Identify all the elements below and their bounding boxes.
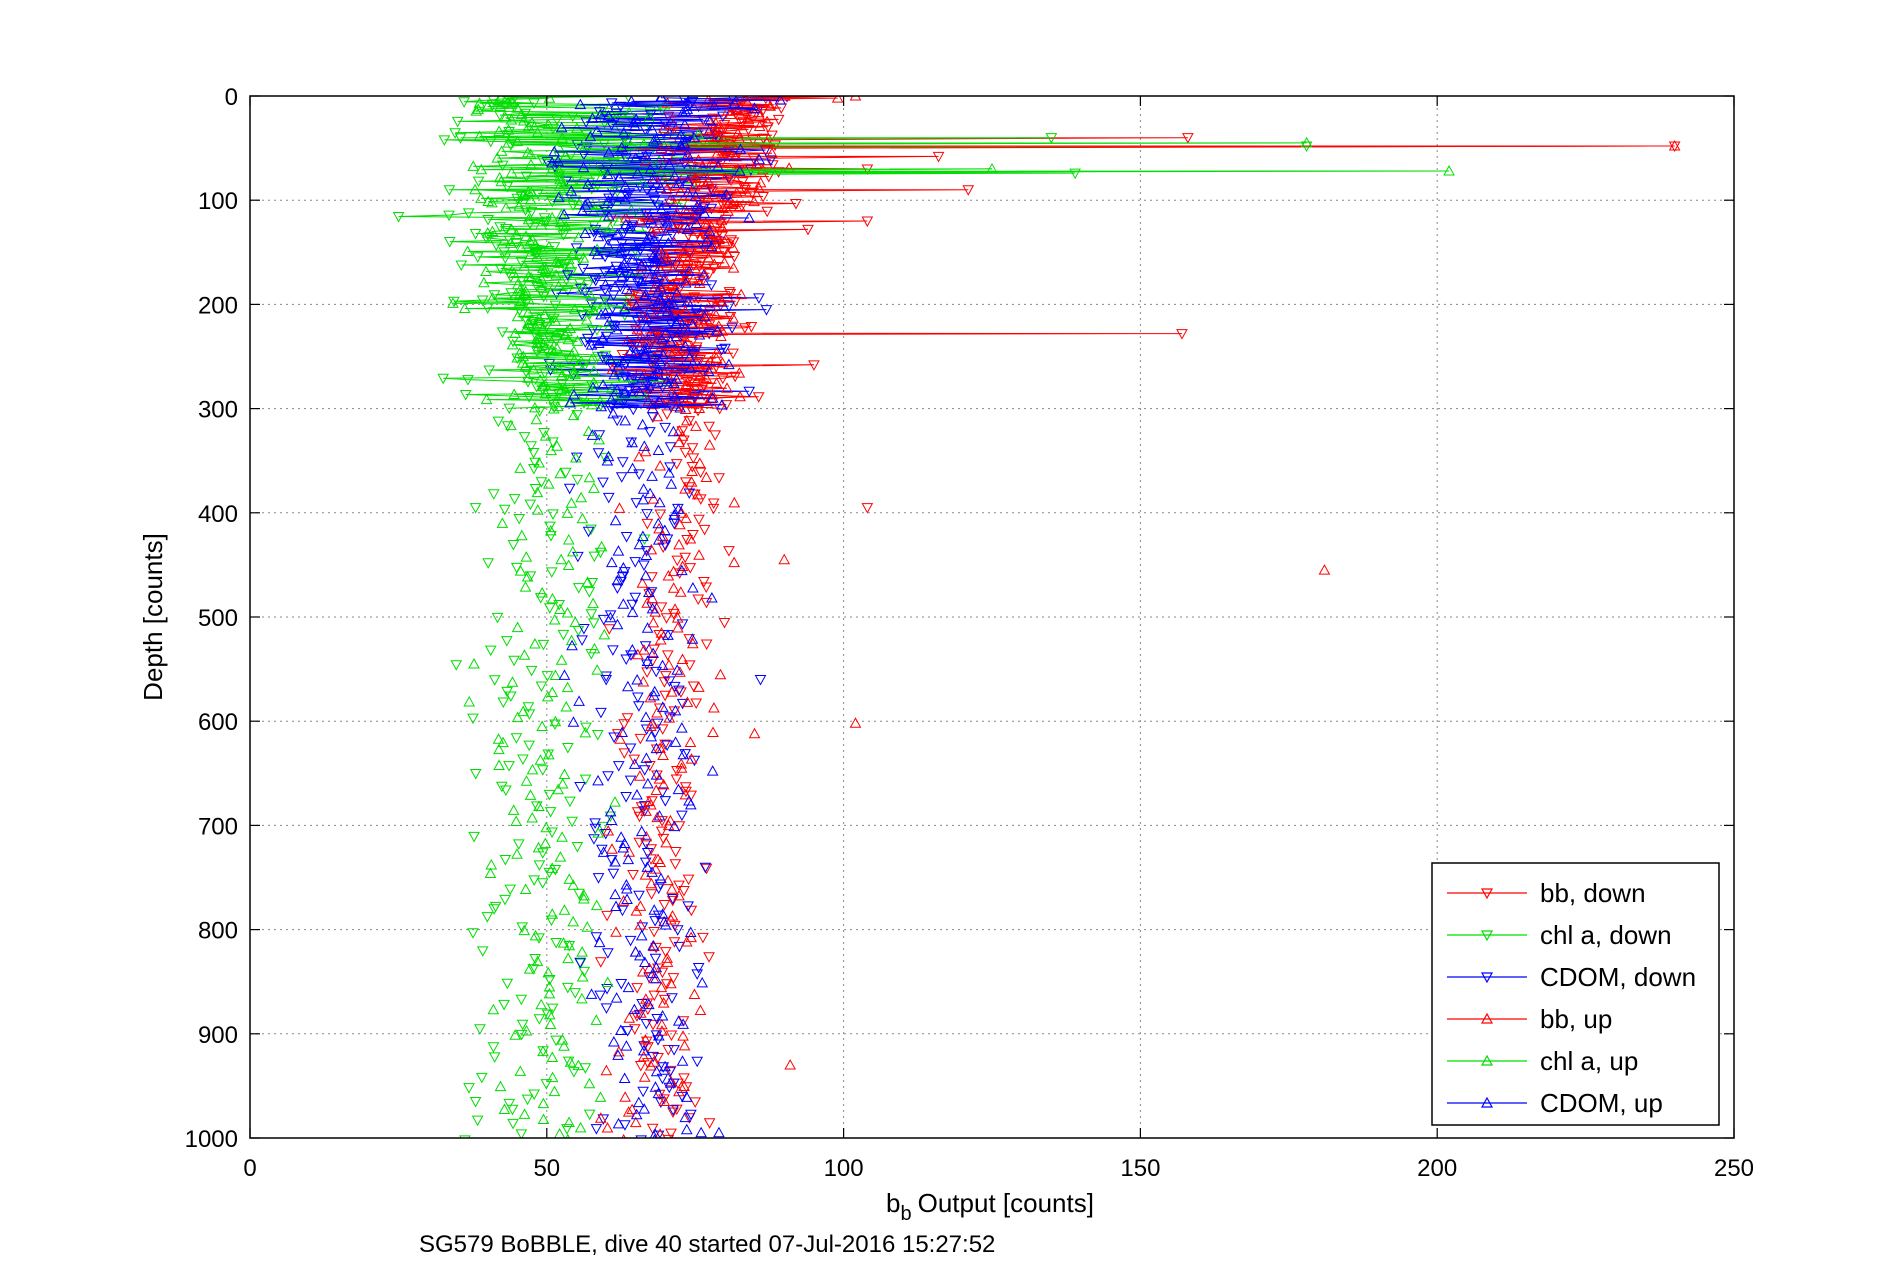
legend-marker bbox=[1480, 1012, 1494, 1024]
series-chl-a-up bbox=[447, 96, 1455, 1138]
y-tick-label: 1000 bbox=[185, 1126, 238, 1153]
y-tick-label: 700 bbox=[198, 813, 238, 840]
x-tick-label: 50 bbox=[533, 1155, 560, 1182]
series-cdom-up bbox=[546, 96, 787, 1138]
legend-marker bbox=[1480, 972, 1494, 984]
legend-item: chl a, down bbox=[1447, 920, 1672, 950]
y-tick-label: 300 bbox=[198, 397, 238, 424]
data-series bbox=[392, 96, 1681, 1138]
legend-item: chl a, up bbox=[1447, 1046, 1638, 1076]
legend-item: bb, up bbox=[1447, 1004, 1612, 1034]
y-tick-label: 900 bbox=[198, 1022, 238, 1049]
x-tick-label: 150 bbox=[1120, 1155, 1160, 1182]
legend-label: chl a, down bbox=[1540, 920, 1672, 950]
legend-label: bb, up bbox=[1540, 1004, 1612, 1034]
figure-caption: SG579 BoBBLE, dive 40 started 07-Jul-201… bbox=[419, 1231, 995, 1258]
legend: bb, down chl a, down CDOM, down bb, up chl a… bbox=[1431, 862, 1720, 1126]
legend-marker bbox=[1480, 1054, 1494, 1066]
legend-item: bb, down bbox=[1447, 878, 1646, 908]
legend-marker bbox=[1480, 1096, 1494, 1108]
legend-item: CDOM, up bbox=[1447, 1088, 1663, 1118]
series-line bbox=[452, 96, 1450, 409]
x-tick-label: 100 bbox=[824, 1155, 864, 1182]
legend-item: CDOM, down bbox=[1447, 962, 1696, 992]
y-tick-label: 800 bbox=[198, 918, 238, 945]
y-tick-label: 500 bbox=[198, 605, 238, 632]
y-tick-label: 0 bbox=[225, 84, 238, 111]
legend-label: chl a, up bbox=[1540, 1046, 1638, 1076]
x-axis-label: bb Output [counts] bbox=[886, 1188, 1094, 1225]
y-tick-label: 100 bbox=[198, 188, 238, 215]
legend-label: CDOM, up bbox=[1540, 1088, 1663, 1118]
y-axis-label: Depth [counts] bbox=[138, 533, 168, 701]
x-tick-label: 0 bbox=[243, 1155, 256, 1182]
x-tick-label: 250 bbox=[1714, 1155, 1754, 1182]
y-tick-label: 200 bbox=[198, 292, 238, 319]
x-axis-label-text: Output [counts] bbox=[918, 1188, 1094, 1218]
axis-ticks: 0 50 100 150 200 250 0 100 200 300 400 500 600 700 800… bbox=[185, 84, 1754, 1182]
legend-marker bbox=[1480, 888, 1494, 900]
legend-label: CDOM, down bbox=[1540, 962, 1696, 992]
legend-box bbox=[1431, 862, 1720, 1126]
x-axis-label-prefix: b bbox=[886, 1188, 900, 1218]
x-axis-label-subscript: b bbox=[901, 1203, 912, 1225]
series-markers bbox=[546, 96, 787, 1138]
legend-label: bb, down bbox=[1540, 878, 1646, 908]
x-tick-label: 200 bbox=[1417, 1155, 1457, 1182]
legend-marker bbox=[1480, 930, 1494, 942]
y-tick-label: 400 bbox=[198, 501, 238, 528]
y-tick-label: 600 bbox=[198, 709, 238, 736]
